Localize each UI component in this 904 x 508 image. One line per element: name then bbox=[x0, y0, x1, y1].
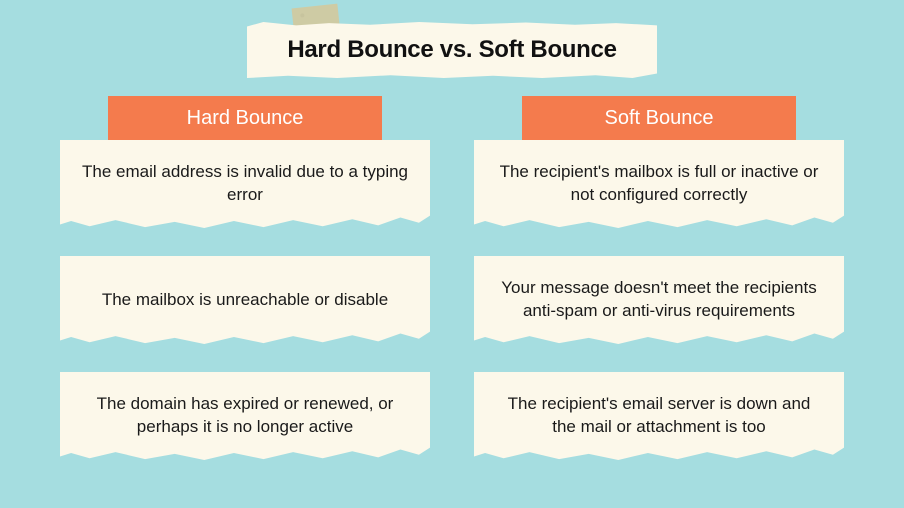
info-card: The email address is invalid due to a ty… bbox=[60, 140, 430, 228]
title-paper: Hard Bounce vs. Soft Bounce bbox=[247, 22, 657, 78]
card-list: The recipient's mailbox is full or inact… bbox=[474, 140, 844, 460]
column-header: Hard Bounce bbox=[108, 96, 382, 140]
info-card: The recipient's email server is down and… bbox=[474, 372, 844, 460]
column-header: Soft Bounce bbox=[522, 96, 796, 140]
card-list: The email address is invalid due to a ty… bbox=[60, 140, 430, 460]
info-card: The recipient's mailbox is full or inact… bbox=[474, 140, 844, 228]
info-card: The mailbox is unreachable or disable bbox=[60, 256, 430, 344]
info-card: The domain has expired or renewed, or pe… bbox=[60, 372, 430, 460]
columns-wrap: Hard Bounce The email address is invalid… bbox=[0, 96, 904, 508]
title-container: Hard Bounce vs. Soft Bounce bbox=[247, 22, 657, 78]
column-soft-bounce: Soft Bounce The recipient's mailbox is f… bbox=[474, 96, 844, 508]
main-title: Hard Bounce vs. Soft Bounce bbox=[287, 36, 616, 64]
info-card: Your message doesn't meet the recipients… bbox=[474, 256, 844, 344]
infographic-canvas: Hard Bounce vs. Soft Bounce Hard Bounce … bbox=[0, 0, 904, 508]
column-hard-bounce: Hard Bounce The email address is invalid… bbox=[60, 96, 430, 508]
